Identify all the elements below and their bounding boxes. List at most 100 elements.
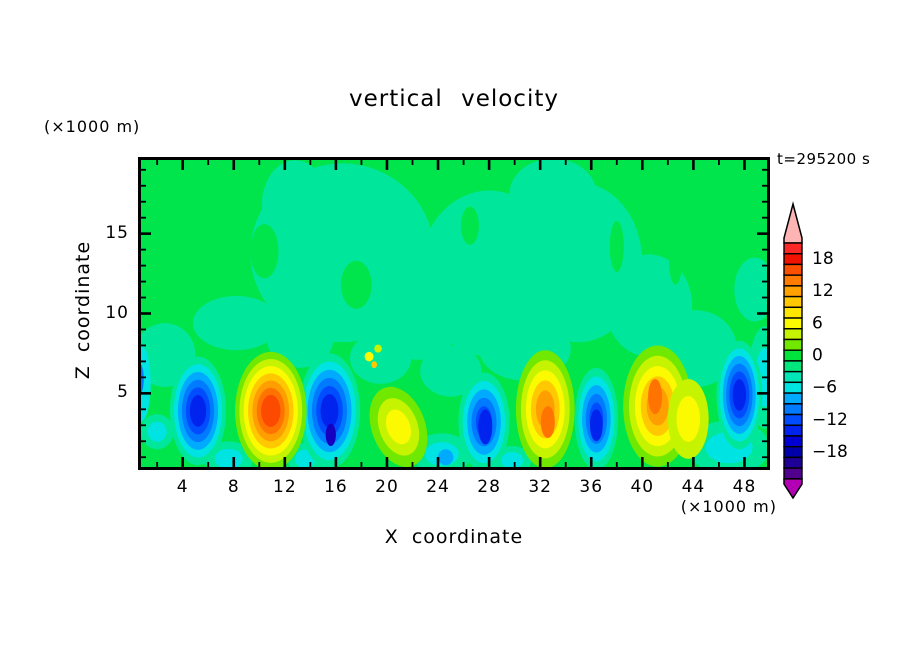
x-tick-label: 8 [227,477,240,497]
contour-band [676,395,701,442]
contour-band [589,409,603,442]
contour-blob [325,423,336,447]
contour-band [385,409,411,445]
contour-band [325,423,336,447]
colorbar-segment [783,349,803,362]
contour-band [540,406,555,439]
colorbar-segment [783,253,803,266]
contour-blob [589,409,603,442]
colorbar-segment [783,435,803,448]
colorbar-under-arrow [783,478,803,500]
contour-blob [169,356,227,466]
colorbar-segment [783,242,803,255]
colorbar-segment [783,424,803,437]
contour-band [669,240,682,285]
contour-band [732,379,747,411]
contour-band [341,260,372,309]
colorbar-segment [783,403,803,416]
contour-band [501,452,524,469]
colorbar-segment [783,392,803,405]
colorbar-segment [783,413,803,426]
x-axis-label: X coordinate [384,526,524,548]
plot-title: vertical velocity [349,86,559,112]
x-axis-unit-label: (×1000 m) [680,497,777,516]
contour-blob [369,386,428,467]
x-tick-label: 40 [630,477,655,497]
colorbar-segment [783,285,803,298]
contour-blob [364,351,374,362]
z-tick-label: 5 [117,382,129,403]
x-tick-label: 32 [528,477,552,497]
x-tick-label: 36 [579,477,604,497]
x-tick-label: 12 [273,477,297,497]
contour-band [349,332,412,384]
contour-blob [669,240,682,285]
z-tick-label: 10 [105,302,129,323]
colorbar-segment [783,445,803,459]
x-tick-label: 28 [477,477,501,497]
contour-band [364,351,374,362]
x-tick-label: 4 [176,477,189,497]
contour-band [250,224,279,279]
contour-blob [438,449,454,466]
colorbar-segment [783,263,803,276]
colorbar-segment [783,306,803,319]
colorbar-segment [783,274,803,287]
colorbar-segment [783,456,803,469]
time-annotation: t=295200 s [777,150,871,168]
contour-band [478,409,493,445]
contour-blob [140,414,174,450]
contour-blob [461,206,479,245]
x-tick-label: 24 [426,477,450,497]
contour-blob [609,220,624,272]
contour-blob [734,257,770,322]
colorbar-over-arrow [783,201,803,244]
x-tick-label: 48 [732,477,757,497]
x-tick-label: 16 [324,477,348,497]
contour-blob [349,332,412,384]
contour-blob [667,378,709,459]
colorbar-segment [783,295,803,309]
contour-blob [648,378,663,415]
colorbar-label: −12 [812,410,848,430]
colorbar: 18 12 6 0 −6 −12 −18 [783,201,848,500]
contour-band [192,295,280,351]
plot-frame [138,157,770,470]
contour-blob [266,310,334,368]
contour-blob [261,160,329,250]
colorbar-label: 18 [812,249,834,269]
contour-band [266,310,334,368]
contour-blob [716,340,763,450]
contour-band [261,394,281,427]
colorbar-segment [783,328,803,341]
contour-blob [250,224,279,279]
z-tick-label: 15 [105,222,129,243]
colorbar-label: 0 [812,346,823,366]
contour-blob [374,344,382,353]
contour-band [189,395,207,427]
contour-band [320,394,339,428]
contour-band [509,158,597,229]
x-tick-label: 20 [375,477,399,497]
contour-blob [341,260,372,309]
colorbar-label: −18 [812,442,848,462]
colorbar-label: 12 [812,281,834,301]
x-tick-label: 44 [681,477,706,497]
contour-blob [478,409,493,445]
colorbar-segment [783,467,803,480]
contour-blob [192,295,280,351]
colorbar-segment [783,317,803,330]
contour-blob [420,345,482,397]
z-axis-unit-label: (×1000 m) [44,117,141,136]
contour-blob [298,353,361,469]
colorbar-segment [783,338,803,351]
colorbar-segment [783,370,803,384]
colorbar-label: −6 [812,378,837,398]
contour-blob [509,158,597,229]
contour-blob [235,351,307,470]
colorbar-label: 6 [812,313,823,333]
contour-band [461,206,479,245]
contour-band [371,361,378,369]
contour-band [420,345,482,397]
